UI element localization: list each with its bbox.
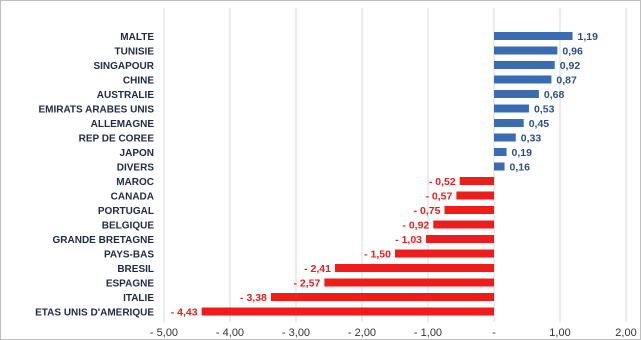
x-tick-label: 2,00 xyxy=(615,327,636,339)
data-label: 0,19 xyxy=(512,147,533,159)
category-label: JAPON xyxy=(120,148,154,159)
bar xyxy=(494,90,539,98)
bar xyxy=(324,278,494,287)
bar xyxy=(494,148,507,156)
category-label: EMIRATS ARABES UNIS xyxy=(38,105,154,116)
x-tick-label: 1,00 xyxy=(549,327,570,339)
data-label: 0,16 xyxy=(510,162,531,174)
bar xyxy=(494,32,573,40)
data-label: 0,53 xyxy=(534,104,555,116)
data-label: 0,96 xyxy=(562,46,583,58)
category-label: ESPAGNE xyxy=(106,279,154,290)
bar xyxy=(494,119,524,127)
data-label: - 2,57 xyxy=(294,278,321,290)
bar xyxy=(456,191,494,200)
bars xyxy=(201,32,573,316)
category-label: MAROC xyxy=(116,177,154,188)
data-label: - 3,38 xyxy=(240,292,267,304)
data-label: - 0,92 xyxy=(402,220,429,232)
category-label: PORTUGAL xyxy=(98,206,154,217)
data-label: 0,87 xyxy=(556,75,577,87)
data-label: - 2,41 xyxy=(304,263,331,275)
category-label: GRANDE BRETAGNE xyxy=(53,235,155,246)
category-label: SINGAPOUR xyxy=(93,61,154,72)
category-label: TUNISIE xyxy=(115,47,155,58)
bar xyxy=(459,177,494,185)
category-labels: MALTE TUNISIE SINGAPOUR CHINE AUSTRALIE EMIRA… xyxy=(35,32,155,319)
value-labels: 1,19 0,96 0,92 0,87 0,68 0,53 0,45 0,33 0,19 0,16… xyxy=(171,31,598,319)
category-label: CHINE xyxy=(123,76,154,87)
data-label: - 0,52 xyxy=(429,176,456,188)
x-tick-label: - 2,00 xyxy=(348,327,376,339)
bar xyxy=(270,293,494,301)
data-label: 1,19 xyxy=(578,31,599,43)
bar xyxy=(334,264,494,272)
category-label: PAYS-BAS xyxy=(104,250,154,261)
bar xyxy=(494,61,555,69)
data-label: - 0,57 xyxy=(426,191,453,203)
bar xyxy=(444,206,494,214)
data-label: 0,92 xyxy=(560,60,581,72)
category-label: ITALIE xyxy=(123,293,154,304)
category-label: DIVERS xyxy=(117,163,155,174)
x-tick-label: - 5,00 xyxy=(150,327,178,339)
data-label: 0,33 xyxy=(521,133,542,145)
bar xyxy=(494,133,516,142)
category-label: AUSTRALIE xyxy=(97,90,155,101)
data-label: - 0,75 xyxy=(414,205,441,217)
bar xyxy=(494,46,558,55)
x-tick-label: - xyxy=(492,327,496,339)
bar xyxy=(494,75,552,84)
category-label: MALTE xyxy=(120,32,154,43)
bar xyxy=(395,249,494,258)
data-label: 0,45 xyxy=(529,118,550,130)
x-tick-label: - 3,00 xyxy=(282,327,310,339)
bar xyxy=(494,162,505,171)
category-label: ETAS UNIS D'AMERIQUE xyxy=(35,308,154,319)
data-label: - 4,43 xyxy=(171,307,198,319)
category-label: BELGIQUE xyxy=(102,221,155,232)
data-label: - 1,03 xyxy=(395,234,422,246)
category-label: BRESIL xyxy=(117,264,154,275)
x-tick-label: - 1,00 xyxy=(414,327,442,339)
bar xyxy=(433,220,494,229)
bar xyxy=(426,235,494,243)
x-tick-label: - 4,00 xyxy=(216,327,244,339)
category-label: CANADA xyxy=(111,192,154,203)
data-label: - 1,50 xyxy=(364,249,391,261)
x-axis-ticks: - 5,00 - 4,00 - 3,00 - 2,00 - 1,00 - 1,00 2,00 xyxy=(150,327,637,339)
category-label: REP DE COREE xyxy=(79,134,155,145)
data-label: 0,68 xyxy=(544,89,565,101)
category-label: ALLEMAGNE xyxy=(91,119,155,130)
bar xyxy=(201,307,494,316)
bar xyxy=(494,104,529,113)
